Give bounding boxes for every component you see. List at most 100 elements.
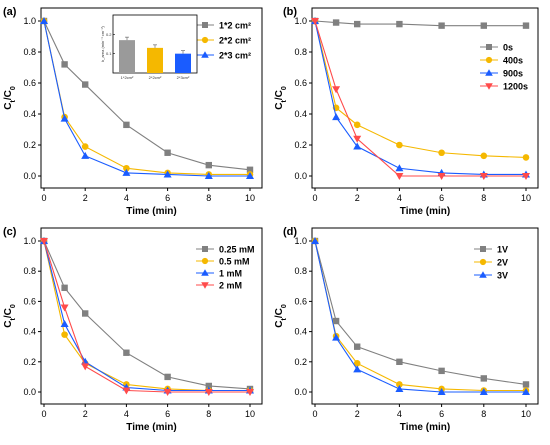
data-point [353, 365, 362, 373]
series-1 [311, 237, 530, 388]
series-line [314, 20, 526, 27]
series-3 [40, 17, 254, 179]
data-point [353, 142, 362, 150]
data-point [353, 121, 361, 129]
y-tick-label: 0.6 [23, 78, 36, 88]
data-point [332, 86, 341, 94]
inset-category-label: 2*3cm² [177, 75, 190, 80]
plot-frame [40, 7, 263, 189]
data-point [123, 121, 130, 129]
x-tick-label: 2 [83, 409, 88, 419]
series-line [314, 20, 527, 158]
data-point [123, 349, 130, 356]
plot-frame [311, 7, 539, 189]
data-point [164, 373, 171, 381]
y-tick-label: 0.6 [294, 78, 307, 88]
data-point [123, 164, 130, 172]
y-tick-label: 1.0 [294, 16, 307, 26]
y-tick-label: 0.2 [23, 357, 36, 367]
series-line [314, 240, 527, 385]
panel-d: (d) 0 2 4 6 8 10 0.0 0.2 0.4 0.6 0.8 1.0 Time (min) Ct… [274, 226, 539, 433]
legend-marker [486, 44, 492, 50]
legend-label: 3V [497, 270, 508, 280]
x-tick-label: 8 [206, 409, 211, 419]
x-tick-label: 6 [165, 193, 170, 203]
series-2 [311, 17, 530, 161]
legend-marker [201, 282, 209, 289]
data-point [396, 358, 403, 365]
x-axis-title: Time (min) [400, 422, 450, 433]
legend-label: 2*3 cm² [219, 50, 251, 60]
data-point [479, 388, 488, 395]
data-point [480, 22, 487, 29]
x-tick-label: 10 [245, 409, 255, 419]
legend-marker [201, 269, 209, 276]
data-point [522, 173, 530, 180]
legend-marker [201, 51, 209, 58]
y-tick-label: 1.0 [23, 236, 36, 246]
data-point [205, 161, 212, 169]
inset-bar-chart: 0.1 0.2k_area (min⁻¹ cm⁻²) 1*2cm² 2*2cm² 2*3… [100, 14, 198, 80]
legend-label: 2 mM [219, 280, 242, 290]
data-point [246, 389, 254, 396]
legend-label: 400s [503, 55, 523, 65]
x-tick-label: 0 [41, 409, 46, 419]
data-point [522, 381, 530, 388]
data-point [81, 357, 90, 365]
data-point [311, 18, 319, 25]
legend-marker [479, 271, 487, 278]
legend-marker [479, 258, 487, 266]
legend-marker [202, 246, 208, 252]
data-point [246, 166, 254, 173]
y-tick-label: 0.8 [23, 47, 36, 57]
panel-c: (c) 0 2 4 6 8 10 0.0 0.2 0.4 0.6 0.8 1.0 Time (min) Ct… [3, 226, 263, 433]
data-point [522, 388, 530, 395]
data-point [354, 343, 361, 350]
data-point [60, 304, 69, 312]
data-point [122, 168, 131, 176]
data-point [353, 135, 362, 143]
legend: 0.25 mM 0.5 mM 1 mM 2 mM [196, 244, 255, 290]
x-tick-label: 0 [312, 193, 317, 203]
y-tick-label: 1.0 [294, 236, 307, 246]
plot-frame [40, 227, 263, 405]
series-4 [311, 18, 530, 180]
data-point [438, 22, 445, 29]
series-3 [311, 17, 530, 178]
data-point [437, 173, 446, 180]
data-point [438, 149, 445, 157]
data-point [61, 284, 68, 292]
y-tick-label: 0.4 [23, 327, 36, 337]
x-tick-label: 6 [439, 193, 444, 203]
x-axis-title: Time (min) [126, 422, 176, 433]
data-point [522, 22, 530, 29]
y-tick-label: 0.2 [23, 140, 36, 150]
x-tick-label: 4 [124, 409, 129, 419]
inset-y-tick-label: 0.2 [106, 32, 112, 37]
y-tick-label: 0.4 [294, 109, 307, 119]
x-tick-label: 8 [481, 193, 486, 203]
x-tick-label: 0 [312, 409, 317, 419]
data-point [438, 367, 445, 375]
y-tick-label: 0.6 [23, 296, 36, 306]
data-point [163, 170, 172, 178]
data-point [204, 389, 213, 396]
legend: 1V 2V 3V [474, 244, 508, 280]
y-tick-label: 1.0 [23, 16, 36, 26]
data-point [332, 333, 341, 341]
plot-frame [311, 227, 539, 405]
legend-marker [485, 69, 493, 76]
data-point [60, 320, 69, 328]
data-point [205, 382, 212, 390]
series-3 [311, 237, 530, 395]
data-point [246, 172, 254, 179]
data-point [395, 173, 404, 180]
series-4 [40, 238, 254, 396]
inset-bar [119, 40, 135, 73]
data-point [395, 164, 404, 172]
data-point [311, 237, 319, 244]
y-tick-label: 0.8 [294, 47, 307, 57]
x-tick-label: 10 [521, 193, 531, 203]
y-tick-label: 0.6 [294, 296, 307, 306]
y-tick-label: 0.8 [294, 266, 307, 276]
